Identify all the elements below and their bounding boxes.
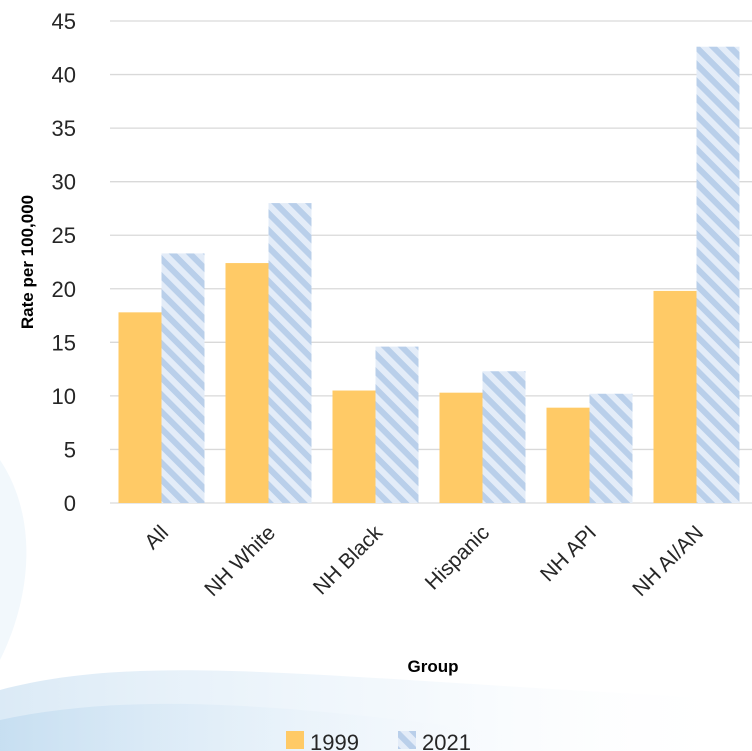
y-tick-label: 20 xyxy=(52,277,76,302)
legend-swatch-1999 xyxy=(286,731,304,749)
y-tick-label: 15 xyxy=(52,330,76,355)
bar-1999-hispanic xyxy=(439,392,483,503)
bar-2021-hispanic xyxy=(482,371,526,503)
legend-item-2021: 2021 xyxy=(398,730,471,751)
x-axis-title: Group xyxy=(408,657,459,676)
x-tick-label: NH White xyxy=(200,521,280,601)
bars xyxy=(118,46,740,504)
bar-1999-nh-black xyxy=(332,390,376,503)
bar-1999-nh-white xyxy=(225,263,269,503)
x-axis-ticks: All NH White NH Black Hispanic NH API NH AI/A… xyxy=(140,521,708,601)
y-axis-ticks: 0 5 10 15 20 25 30 35 40 45 xyxy=(52,9,76,516)
bar-2021-nh-white xyxy=(268,203,312,504)
y-axis-title: Rate per 100,000 xyxy=(18,195,37,329)
bar-1999-all xyxy=(118,312,162,503)
y-tick-label: 40 xyxy=(52,63,76,88)
legend-label-1999: 1999 xyxy=(310,730,359,751)
bar-2021-nh-api xyxy=(589,393,633,503)
x-tick-label: Hispanic xyxy=(421,521,494,594)
bar-2021-nh-black xyxy=(375,346,419,503)
x-tick-label: NH AI/AN xyxy=(628,521,708,601)
y-tick-label: 30 xyxy=(52,170,76,195)
bar-2021-nh-ai-an xyxy=(696,46,740,503)
y-tick-label: 0 xyxy=(64,491,76,516)
legend-label-2021: 2021 xyxy=(422,730,471,751)
y-tick-label: 35 xyxy=(52,116,76,141)
bar-1999-nh-ai-an xyxy=(653,290,697,503)
legend-swatch-2021 xyxy=(398,731,416,749)
y-tick-label: 5 xyxy=(64,437,76,462)
y-tick-label: 10 xyxy=(52,384,76,409)
y-tick-label: 25 xyxy=(52,223,76,248)
bar-1999-nh-api xyxy=(546,407,590,503)
legend-item-1999: 1999 xyxy=(286,730,359,751)
legend: 1999 2021 xyxy=(286,730,471,751)
x-tick-label: NH API xyxy=(536,521,601,586)
gridlines xyxy=(110,20,752,504)
y-tick-label: 45 xyxy=(52,9,76,34)
x-tick-label: NH Black xyxy=(309,521,388,600)
x-tick-label: All xyxy=(140,521,173,554)
bar-2021-all xyxy=(161,253,205,503)
